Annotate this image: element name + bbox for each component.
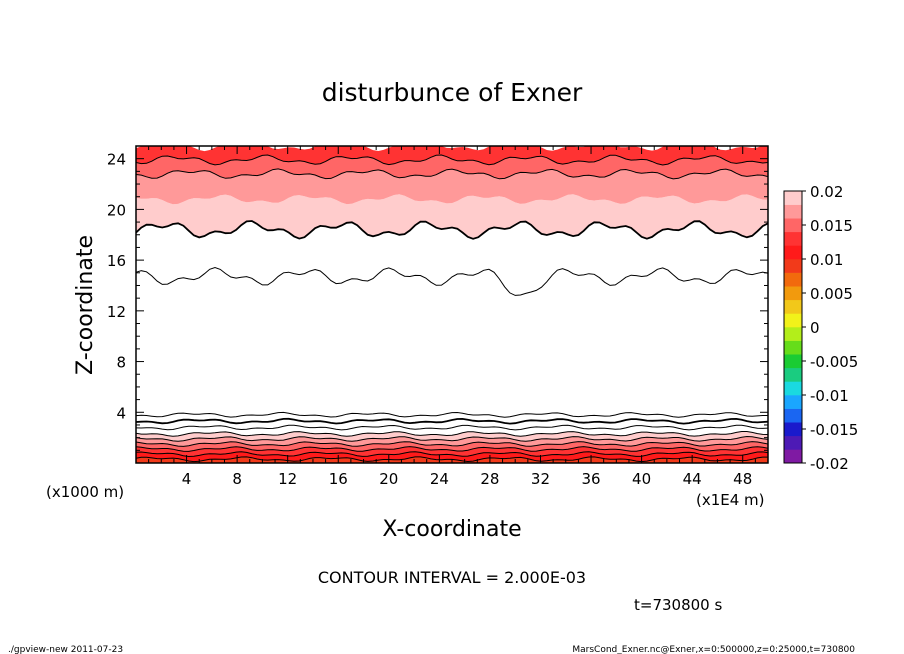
x-tick-label: 40 [632,470,651,488]
contour-line-5 [136,431,768,437]
colorbar-tick-label: 0.015 [810,217,853,235]
colorbar-swatch [784,218,802,233]
heatmap-band-7 [136,418,768,430]
x-tick-label: 36 [581,470,600,488]
colorbar-swatch [784,327,802,341]
colorbar-swatch [784,367,802,382]
heatmap-band-11 [136,294,768,342]
colorbar-swatch [784,191,802,205]
heatmap-band-12 [136,267,768,319]
colorbar-swatch [784,395,802,409]
colorbar-tick-label: 0.02 [810,183,843,201]
colorbar-swatch [784,449,802,464]
colorbar-swatch [784,354,802,369]
y-axis: 4 8 12 16 20 24 [107,151,768,451]
contour-line-11 [136,168,768,180]
contour-line-10 [136,220,768,240]
chart-title: disturbunce of Exner [322,78,583,107]
colorbar-swatch [784,245,802,260]
heatmap-band-10 [136,317,768,409]
heatmap-band-9 [136,403,768,418]
x-tick-label: 48 [733,470,752,488]
colorbar-swatch [784,313,802,328]
x-tick-label: 16 [329,470,348,488]
footer-left: ./gpview-new 2011-07-23 [8,645,123,654]
colorbar-swatch [784,286,802,301]
x-tick-label: 8 [232,470,242,488]
x-tick-label: 44 [683,470,702,488]
contour-line-4 [136,435,768,442]
colorbar-swatch [784,435,802,450]
contour-line-7 [136,417,768,425]
colorbar-tick-label: -0.01 [810,387,849,405]
colorbar-frame [783,190,803,464]
colorbar-swatch [784,422,802,437]
heatmap-band-13 [136,243,768,296]
contour-line-1 [136,451,768,458]
contour-line-6 [136,424,768,431]
contour-lines [136,154,768,463]
x-tick-label: 20 [379,470,398,488]
colorbar-swatch [784,231,802,246]
colorbar-tick-label: -0.02 [810,455,849,473]
colorbar-swatch [784,408,802,423]
heatmap-band-16 [136,168,768,205]
colorbar-tick-label: -0.015 [810,421,858,439]
heatmap-bands [136,146,768,463]
heatmap-band-8 [136,412,768,424]
colorbar-swatch [784,340,802,355]
colorbar-swatch [784,381,802,396]
heatmap-band-17 [136,155,768,179]
y-tick-label: 8 [116,354,126,372]
x-tick-label: 24 [430,470,449,488]
y-tick-label: 24 [107,151,126,169]
time-text: t=730800 s [634,596,722,614]
x-tick-label: 12 [278,470,297,488]
colorbar-tick-label: -0.005 [810,353,858,371]
heatmap-band-18 [136,146,768,165]
colorbar-swatch [784,204,802,219]
contour-line-2 [136,446,768,452]
colorbar-tick-label: 0.01 [810,251,843,269]
x-axis-label: X-coordinate [382,517,521,542]
colorbar-swatch [784,272,802,287]
y-tick-label: 20 [107,201,126,219]
y-unit-label: (x1000 m) [46,483,124,501]
contour-line-12 [136,154,768,166]
heatmap-band-6 [136,425,768,437]
colorbar: 0.02 0.015 0.01 0.005 0 -0.005 -0.01 -0.015 -0.0… [784,183,858,473]
contour-line-8 [136,411,768,418]
x-unit-label: (x1E4 m) [696,491,765,509]
contour-line-9 [136,266,768,296]
x-tick-label: 28 [480,470,499,488]
heatmap-band-15 [136,194,768,239]
y-axis-label: Z-coordinate [73,235,98,375]
contour-line-3 [136,441,768,447]
x-tick-label: 32 [531,470,550,488]
contour-interval-text: CONTOUR INTERVAL = 2.000E-03 [318,568,586,587]
y-tick-label: 4 [116,404,126,422]
y-tick-label: 16 [107,252,126,270]
y-tick-label: 12 [107,303,126,321]
colorbar-swatch [784,299,802,314]
x-axis: 4 8 12 16 20 24 28 32 36 40 44 48 [148,146,756,488]
footer-right: MarsCond_Exner.nc@Exner,x=0:500000,z=0:2… [572,645,855,654]
heatmap-band-14 [136,221,768,262]
x-tick-label: 4 [182,470,192,488]
colorbar-tick-label: 0 [810,319,820,337]
colorbar-tick-label: 0.005 [810,285,853,303]
colorbar-swatch [784,259,802,273]
